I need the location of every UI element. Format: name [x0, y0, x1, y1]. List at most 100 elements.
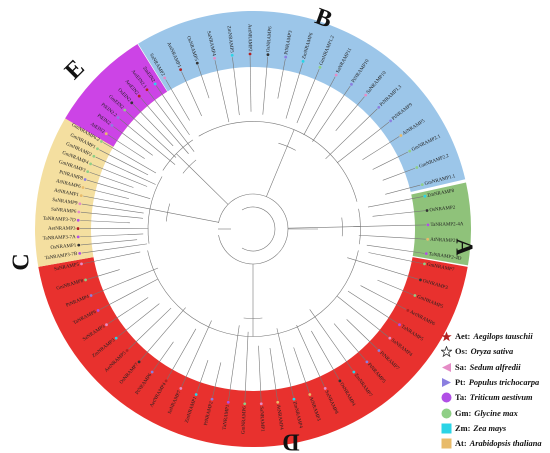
species-marker [389, 119, 392, 123]
legend-abbreviation: Aet: [455, 332, 471, 342]
species-marker [266, 53, 270, 57]
species-marker [243, 402, 247, 406]
square-icon [441, 438, 452, 449]
leaf-label: ZmNRAMP5 [226, 25, 234, 53]
species-marker [213, 56, 216, 60]
leaf-label: SaNRAMP5 [54, 262, 80, 272]
star-outline-icon [441, 346, 452, 358]
species-marker [408, 149, 412, 153]
species-marker [130, 101, 134, 105]
species-marker [415, 166, 419, 169]
clade-label-d: D [282, 428, 299, 453]
species-legend: Aet: Aegilops tauschii Os: Oryza sativa Sa: S… [441, 329, 549, 451]
leaf-label: SaNRAMP9 [52, 198, 78, 207]
legend-abbreviation: Sa: [455, 362, 467, 372]
clade-band-d [38, 257, 468, 447]
species-marker [105, 323, 108, 327]
species-marker [377, 349, 381, 352]
leaf-label: ZmNRAMP8 [427, 189, 455, 199]
triangle-right-icon [441, 377, 452, 388]
leaf-label: PtNRAMP8 [58, 170, 83, 182]
species-marker [426, 223, 430, 227]
leaf-label: OsNRAMP2 [429, 206, 456, 214]
species-marker [137, 360, 141, 364]
leaf-label: SaNRAMP4 [205, 31, 216, 57]
clade-band-a [411, 182, 472, 266]
species-marker [150, 370, 154, 374]
species-marker [365, 360, 369, 364]
species-marker [179, 68, 183, 72]
species-marker [116, 116, 120, 119]
species-marker [426, 237, 430, 241]
leaf-label: AtNRAMP1 [53, 188, 79, 198]
species-marker [352, 370, 356, 374]
species-marker [104, 132, 108, 136]
species-marker [78, 251, 82, 255]
species-marker [123, 108, 127, 112]
species-marker [86, 170, 90, 174]
species-marker [114, 336, 118, 340]
species-marker [323, 387, 327, 390]
leaf-label: AtNRAMP4 [275, 404, 284, 430]
species-marker [153, 82, 157, 86]
species-marker [110, 124, 114, 127]
tree-branches [79, 56, 426, 402]
legend-abbreviation: Pt: [455, 378, 466, 388]
species-marker [284, 55, 288, 59]
leaf-label: TaNRAMP3-7B [45, 252, 79, 262]
species-marker [163, 76, 167, 80]
clade-band-e [65, 44, 168, 147]
legend-species: Arabidopsis thaliana [469, 439, 542, 449]
species-marker [195, 61, 199, 65]
species-marker [377, 105, 381, 109]
leaf-label: OsNRAMP6 [266, 26, 273, 53]
leaf-label: SaNRAMP6 [51, 207, 77, 214]
species-marker [350, 82, 353, 86]
legend-abbreviation: Zm: [455, 423, 471, 433]
leaf-label: AetNRAMP2 [246, 24, 251, 52]
species-marker [301, 59, 305, 63]
legend-species: Zea mays [473, 423, 507, 433]
leaf-label: TaNRAMP1 [223, 404, 232, 430]
legend-item: Pt: Populus trichocarpa [441, 375, 549, 390]
leaf-label: TaNRAMP3-7A [43, 235, 77, 241]
species-marker [423, 262, 426, 266]
legend-item: Gm: Glycine max [441, 405, 549, 420]
species-marker [338, 379, 342, 383]
species-marker [83, 178, 87, 181]
legend-item: Zm: Zea mays [441, 421, 549, 436]
species-marker [78, 202, 82, 206]
clade-label-c: C [9, 253, 35, 270]
species-marker [100, 140, 103, 143]
species-marker [292, 397, 296, 401]
species-marker [248, 52, 252, 56]
species-marker [80, 262, 83, 266]
legend-abbreviation: At: [455, 439, 467, 449]
legend-item: At: Arabidopsis thaliana [441, 436, 549, 451]
species-marker [423, 194, 427, 198]
species-marker [92, 154, 96, 158]
species-marker [226, 400, 230, 404]
species-marker [77, 243, 81, 247]
legend-species: Aegilops tauschii [473, 332, 533, 342]
species-marker [137, 94, 141, 98]
species-marker [388, 336, 392, 340]
species-marker [424, 252, 428, 256]
legend-abbreviation: Os: [455, 347, 468, 357]
species-marker [420, 183, 424, 186]
legend-item: Aet: Aegilops tauschii [441, 329, 549, 344]
species-marker [399, 134, 403, 137]
species-marker [84, 278, 87, 282]
species-marker [194, 393, 198, 396]
circle-icon [441, 408, 452, 419]
species-marker [164, 379, 168, 383]
species-marker [89, 162, 92, 166]
leaf-label: SaNRAMP1 [258, 406, 264, 432]
clade-label-e: E [60, 55, 90, 85]
species-marker [89, 294, 93, 297]
legend-species: Glycine max [474, 408, 518, 418]
leaf-label: PtNRAMP3 [284, 30, 294, 55]
species-marker [364, 93, 368, 97]
leaf-label: ZmNRAMP4 [291, 401, 302, 429]
clade-label-a: A [450, 238, 476, 256]
